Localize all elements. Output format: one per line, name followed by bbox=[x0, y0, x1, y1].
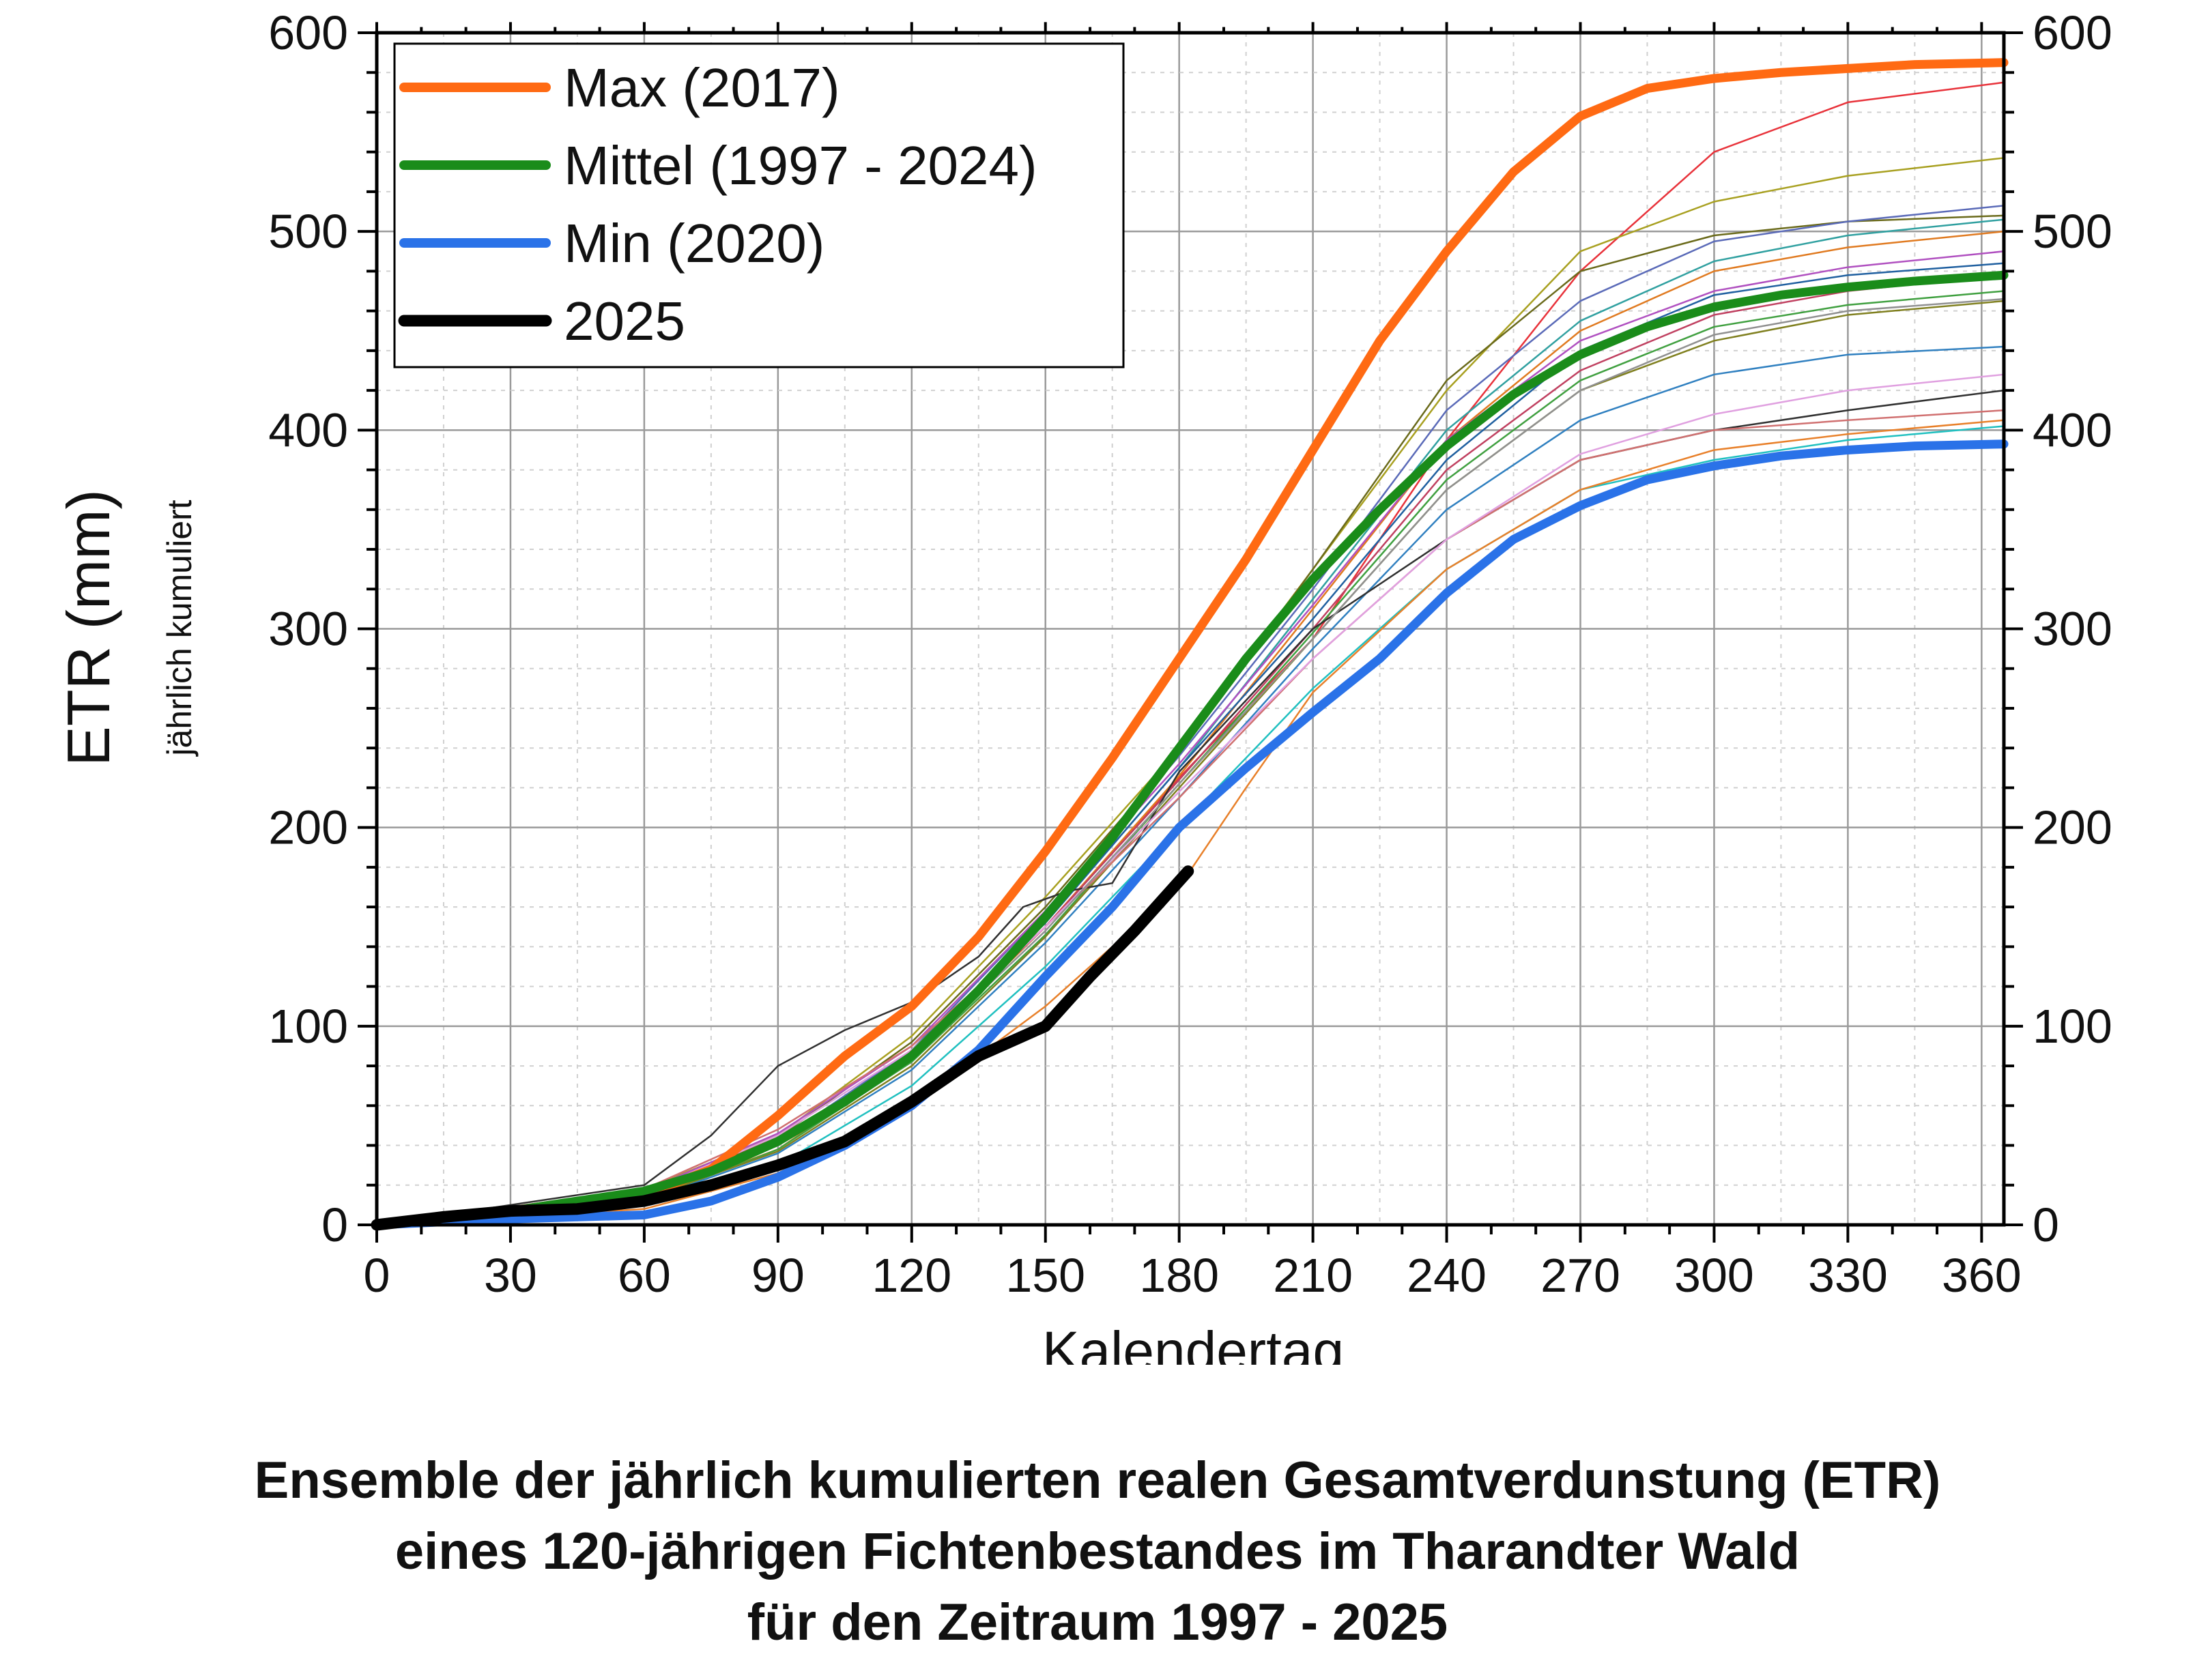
background-year-line bbox=[376, 409, 2005, 1226]
y-tick-label-right: 0 bbox=[2033, 1198, 2059, 1251]
background-year-line bbox=[376, 345, 2005, 1226]
y-tick-label-left: 100 bbox=[268, 1000, 348, 1053]
x-tick-label: 60 bbox=[618, 1249, 671, 1302]
caption-line-3: für den Zeitraum 1997 - 2025 bbox=[747, 1593, 1448, 1651]
y-tick-label-left: 0 bbox=[321, 1198, 348, 1251]
legend-label: Mittel (1997 - 2024) bbox=[564, 135, 1037, 196]
series-line-1 bbox=[372, 270, 2009, 1230]
caption-line-2: eines 120-jährigen Fichtenbestandes im T… bbox=[394, 1522, 1801, 1580]
legend: Max (2017) Mittel (1997 - 2024) Min (2020)… bbox=[393, 42, 1125, 368]
legend-label: Max (2017) bbox=[564, 57, 840, 118]
legend-box bbox=[393, 42, 1125, 368]
y-tick-label-right: 300 bbox=[2033, 603, 2112, 656]
y-axis-sublabel: jährlich kumuliert bbox=[160, 499, 199, 757]
background-year-line bbox=[376, 389, 2005, 1226]
x-tick-label: 30 bbox=[484, 1249, 537, 1302]
y-tick-label-right: 200 bbox=[2033, 801, 2112, 854]
x-tick-label: 0 bbox=[364, 1249, 390, 1302]
x-tick-label: 360 bbox=[1942, 1249, 2022, 1302]
x-tick-label: 270 bbox=[1540, 1249, 1620, 1302]
series-line-3 bbox=[371, 865, 1194, 1231]
x-axis-label: Kalendertag bbox=[1042, 1320, 1344, 1365]
legend-label: Min (2020) bbox=[564, 213, 824, 274]
y-tick-label-right: 500 bbox=[2033, 205, 2112, 258]
y-tick-labels-right: 0 100 200 300 400 500 600 bbox=[2033, 6, 2112, 1251]
y-tick-label-right: 100 bbox=[2033, 1000, 2112, 1053]
x-tick-labels: 0 30 60 90 120 150 180 210 240 270 300 330 360 bbox=[364, 1249, 2022, 1302]
caption-line-1: Ensemble der jährlich kumulierten realen… bbox=[254, 1451, 1941, 1509]
y-tick-label-left: 200 bbox=[268, 801, 348, 854]
x-tick-label: 180 bbox=[1139, 1249, 1219, 1302]
highlighted-series-lines bbox=[371, 58, 2009, 1231]
x-tick-label: 240 bbox=[1407, 1249, 1487, 1302]
background-year-line bbox=[376, 250, 2005, 1226]
background-year-line bbox=[376, 373, 2005, 1226]
background-year-line bbox=[376, 218, 2005, 1226]
etr-chart: 0 30 60 90 120 150 180 210 240 270 300 330 360 0 100 2… bbox=[55, 6, 2112, 1365]
axis-ticks bbox=[358, 22, 2023, 1243]
background-year-line bbox=[376, 300, 2005, 1226]
y-tick-label-right: 600 bbox=[2033, 6, 2112, 59]
x-tick-label: 150 bbox=[1005, 1249, 1085, 1302]
series-line-0 bbox=[372, 58, 2009, 1230]
x-tick-label: 330 bbox=[1808, 1249, 1888, 1302]
y-tick-label-left: 400 bbox=[268, 403, 348, 457]
series-line-2 bbox=[372, 439, 2009, 1230]
y-axis-label: ETR (mm) bbox=[55, 489, 122, 766]
background-year-line bbox=[376, 290, 2005, 1226]
x-tick-label: 120 bbox=[872, 1249, 951, 1302]
y-tick-label-left: 600 bbox=[268, 6, 348, 59]
y-tick-labels-left: 0 100 200 300 400 500 600 bbox=[268, 6, 348, 1251]
background-year-line bbox=[376, 262, 2005, 1226]
x-tick-label: 300 bbox=[1674, 1249, 1754, 1302]
y-tick-label-right: 400 bbox=[2033, 403, 2112, 457]
legend-label: 2025 bbox=[564, 291, 685, 351]
x-tick-label: 90 bbox=[751, 1249, 805, 1302]
x-tick-label: 210 bbox=[1273, 1249, 1353, 1302]
y-tick-label-left: 500 bbox=[268, 205, 348, 258]
y-tick-label-left: 300 bbox=[268, 603, 348, 656]
